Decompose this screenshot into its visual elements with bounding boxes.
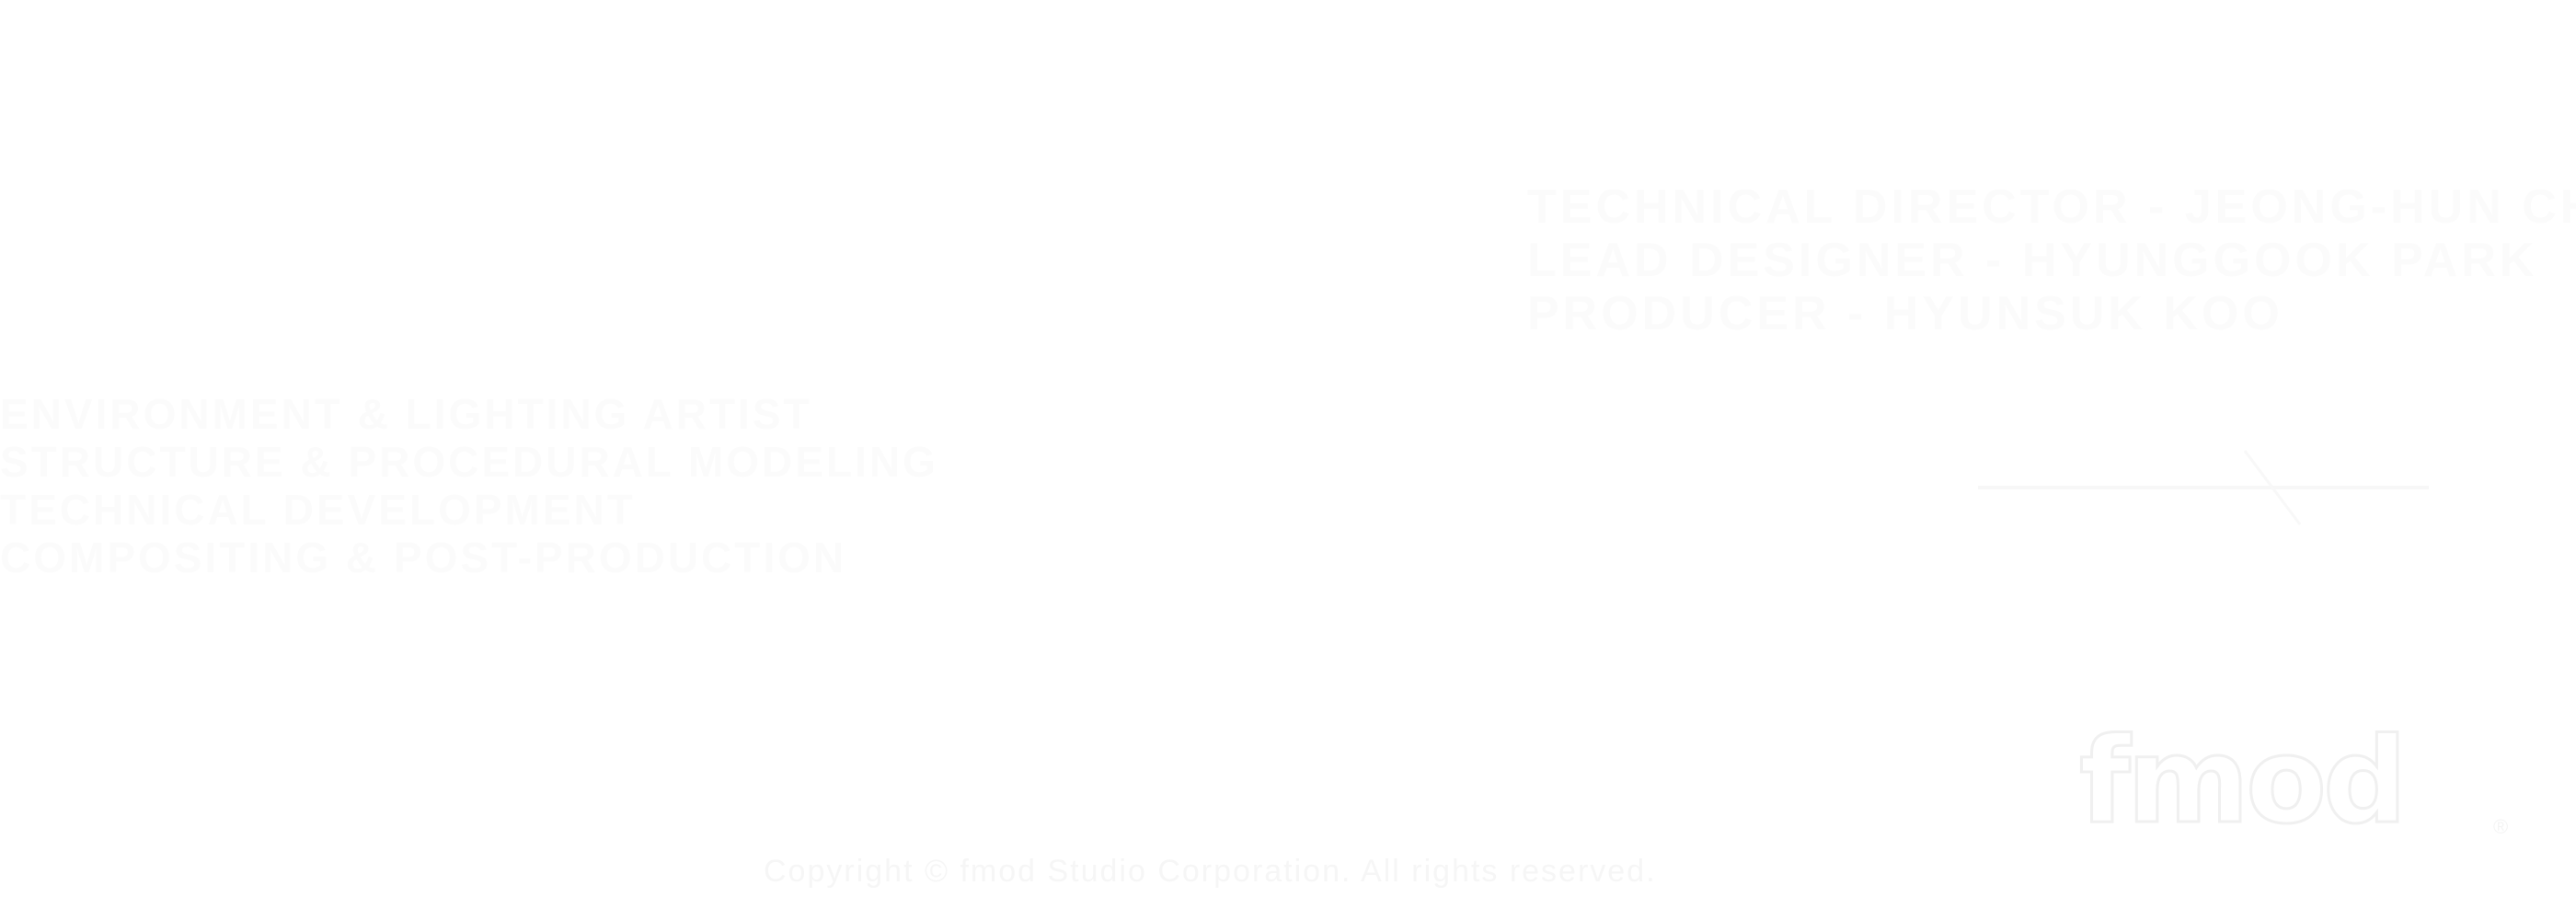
credit-line-lead-designer: LEAD DESIGNER - HYUNGGOOK PARK (1527, 234, 2538, 287)
logo-wordmark: fmod (2078, 713, 2409, 850)
faint-decoration (1978, 450, 2429, 525)
credits-block-right: TECHNICAL DIRECTOR - JEONG-HUN CHO LEAD … (1527, 180, 2576, 340)
credit-line-structure: STRUCTURE & PROCEDURAL MODELING (0, 438, 938, 486)
credit-line-technical: TECHNICAL DEVELOPMENT (0, 486, 636, 534)
copyright-footer: Copyright © fmod Studio Corporation. All… (764, 854, 1657, 889)
fmod-logo: fmod ® (2052, 713, 2530, 850)
credits-block-left: ENVIRONMENT & LIGHTING ARTIST STRUCTURE … (0, 390, 938, 581)
credit-line-environment: ENVIRONMENT & LIGHTING ARTIST (0, 390, 812, 438)
credit-line-compositing: COMPOSITING & POST-PRODUCTION (0, 534, 847, 581)
registered-mark: ® (2493, 815, 2509, 838)
credit-line-producer: PRODUCER - HYUNSUK KOO (1527, 287, 2283, 340)
credit-line-technical-director: TECHNICAL DIRECTOR - JEONG-HUN CHO (1527, 180, 2576, 234)
